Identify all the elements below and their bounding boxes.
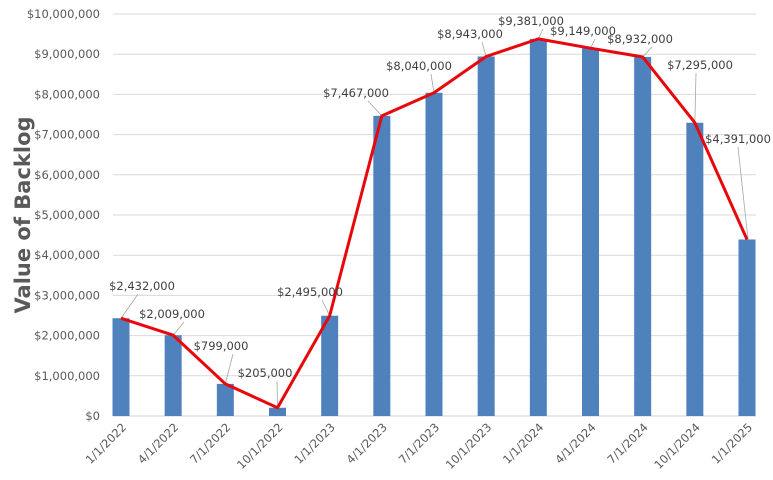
data-label: $7,467,000: [323, 86, 389, 100]
x-tick-label: 7/1/2023: [396, 420, 442, 466]
bar: [477, 56, 495, 417]
bar: [529, 38, 547, 417]
bar: [112, 318, 130, 416]
y-axis-tick-labels: $0 $1,000,000 $2,000,000 $3,000,000 $4,000,0…: [27, 7, 100, 423]
data-label: $2,432,000: [109, 279, 175, 293]
leader-line: [481, 41, 487, 57]
bar: [634, 56, 652, 417]
y-tick-label: $8,000,000: [34, 87, 100, 101]
bar: [373, 115, 391, 416]
x-tick-label: 10/1/2024: [651, 420, 703, 472]
bar: [164, 335, 182, 416]
leader-line: [590, 38, 596, 49]
bar: [425, 92, 443, 417]
y-tick-label: $5,000,000: [34, 208, 100, 222]
data-label: $8,040,000: [386, 59, 452, 73]
data-label: $205,000: [238, 366, 293, 380]
data-label-leader-lines: [120, 28, 749, 408]
x-tick-label: 10/1/2022: [234, 420, 286, 472]
x-axis-tick-labels: 1/1/2022 4/1/2022 7/1/2022 10/1/2022 1/1/202…: [83, 420, 755, 472]
x-tick-label: 10/1/2023: [443, 420, 495, 472]
data-label: $2,495,000: [277, 285, 343, 299]
data-label: $8,932,000: [607, 32, 673, 46]
bar: [216, 383, 234, 416]
x-tick-label: 4/1/2024: [552, 420, 598, 466]
y-tick-label: $0: [85, 409, 100, 423]
leader-line: [224, 353, 234, 384]
y-tick-label: $2,000,000: [34, 329, 100, 343]
data-label: $9,149,000: [550, 24, 616, 38]
leader-line: [537, 28, 544, 40]
y-tick-label: $9,000,000: [34, 47, 100, 61]
y-tick-label: $10,000,000: [27, 7, 100, 21]
leader-line: [276, 380, 278, 408]
leader-line: [172, 321, 185, 336]
x-tick-label: 4/1/2023: [344, 420, 390, 466]
data-label: $799,000: [194, 339, 249, 353]
data-label: $4,391,000: [705, 132, 771, 146]
data-label: $8,943,000: [437, 27, 503, 41]
x-tick-label: 1/1/2025: [709, 420, 755, 466]
bar: [686, 122, 704, 416]
data-label: $7,295,000: [667, 58, 733, 72]
x-tick-label: 7/1/2022: [187, 420, 233, 466]
x-tick-label: 1/1/2023: [291, 420, 337, 466]
bar: [582, 48, 599, 416]
leader-line: [120, 293, 139, 319]
y-axis-title: Value of Backlog: [11, 116, 35, 313]
y-tick-label: $7,000,000: [34, 128, 100, 142]
data-label: $2,009,000: [139, 307, 205, 321]
data-label: $9,381,000: [498, 14, 564, 28]
y-tick-label: $3,000,000: [34, 288, 100, 302]
leader-line: [642, 46, 653, 58]
leader-line: [737, 146, 749, 240]
y-tick-label: $4,000,000: [34, 248, 100, 262]
bar: [269, 407, 286, 416]
y-tick-label: $1,000,000: [34, 369, 100, 383]
leader-line: [321, 299, 331, 316]
x-tick-label: 1/1/2022: [83, 420, 129, 466]
bar: [738, 239, 756, 416]
data-labels: $2,432,000 $2,009,000 $799,000 $205,000 $2,4…: [109, 14, 771, 380]
leader-line: [430, 73, 435, 93]
bar-series: [112, 38, 756, 417]
bar: [321, 315, 339, 416]
line-series: [120, 37, 749, 410]
y-tick-label: $6,000,000: [34, 168, 100, 182]
x-tick-label: 4/1/2022: [135, 420, 181, 466]
leader-line: [694, 72, 697, 123]
line-path: [120, 37, 749, 410]
x-tick-label: 1/1/2024: [500, 420, 546, 466]
leader-line: [367, 100, 383, 117]
x-tick-label: 7/1/2024: [604, 420, 650, 466]
